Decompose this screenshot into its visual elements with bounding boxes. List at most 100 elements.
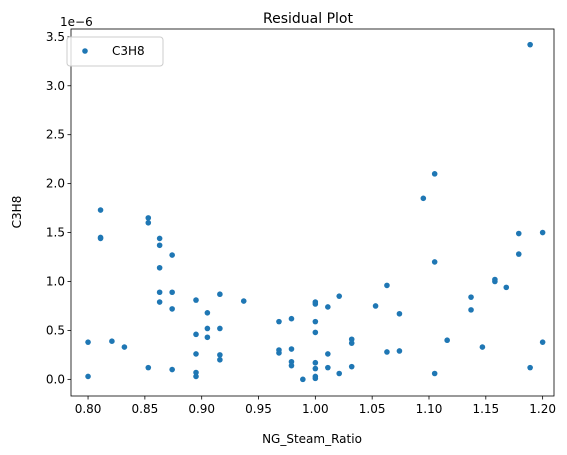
data-point bbox=[312, 365, 319, 372]
x-tick-label: 0.95 bbox=[245, 402, 272, 416]
x-tick-label: 0.85 bbox=[132, 402, 159, 416]
data-point bbox=[539, 339, 546, 345]
data-point bbox=[312, 359, 319, 366]
x-tick-label: 1.10 bbox=[416, 402, 443, 416]
data-point bbox=[515, 230, 522, 237]
data-point bbox=[217, 325, 223, 332]
data-point bbox=[492, 278, 498, 285]
y-axis: 0.0 0.5 1.0 1.5 2.0 2.5 3.0 3.5 bbox=[46, 30, 71, 386]
data-point bbox=[431, 259, 438, 265]
y-tick-label: 0.5 bbox=[46, 323, 65, 337]
points-layer bbox=[85, 41, 546, 383]
data-point bbox=[396, 310, 403, 317]
data-point bbox=[444, 337, 450, 344]
data-point bbox=[85, 373, 91, 380]
x-tick-label: 1.05 bbox=[359, 402, 386, 416]
data-point bbox=[156, 299, 163, 305]
y-tick-label: 3.5 bbox=[46, 30, 65, 44]
legend-label: C3H8 bbox=[112, 44, 145, 58]
data-point bbox=[336, 370, 343, 377]
data-point bbox=[348, 363, 355, 370]
data-point bbox=[145, 219, 152, 226]
data-point bbox=[217, 352, 223, 358]
data-point bbox=[479, 344, 486, 350]
data-point bbox=[515, 251, 522, 257]
data-point bbox=[539, 229, 546, 236]
data-point bbox=[288, 346, 295, 352]
data-point bbox=[85, 339, 91, 345]
plot-area-frame bbox=[70, 28, 555, 397]
x-axis: 0.80 0.85 0.90 0.95 1.00 1.05 1.10 1.15 1.20 bbox=[75, 396, 556, 416]
data-point bbox=[97, 207, 104, 213]
data-point bbox=[156, 289, 163, 296]
legend: C3H8 bbox=[66, 36, 164, 67]
y-tick-label: 2.5 bbox=[46, 128, 65, 142]
data-point bbox=[325, 364, 331, 371]
x-tick-label: 1.15 bbox=[472, 402, 499, 416]
data-point bbox=[372, 303, 379, 309]
data-point bbox=[217, 356, 223, 363]
data-point bbox=[300, 376, 306, 383]
data-point bbox=[193, 373, 199, 380]
data-point bbox=[169, 289, 175, 296]
data-point bbox=[204, 334, 211, 341]
data-point bbox=[145, 215, 152, 221]
data-point bbox=[193, 331, 199, 338]
data-point bbox=[325, 304, 331, 310]
data-point bbox=[348, 336, 355, 343]
data-point bbox=[169, 306, 175, 312]
data-point bbox=[156, 264, 163, 271]
legend-marker bbox=[82, 48, 88, 54]
data-point bbox=[527, 364, 533, 371]
data-point bbox=[204, 310, 211, 316]
data-point bbox=[276, 350, 282, 356]
x-tick-label: 1.00 bbox=[302, 402, 329, 416]
data-point bbox=[325, 351, 331, 357]
y-tick-label: 2.0 bbox=[46, 177, 65, 191]
data-point bbox=[384, 282, 390, 289]
data-point bbox=[431, 370, 438, 377]
data-point bbox=[288, 315, 295, 322]
data-point bbox=[109, 338, 115, 344]
data-point bbox=[217, 291, 223, 298]
data-point bbox=[312, 329, 319, 336]
y-tick-label: 1.0 bbox=[46, 274, 65, 288]
data-point bbox=[121, 344, 128, 350]
data-point bbox=[288, 358, 295, 365]
data-point bbox=[156, 242, 163, 249]
data-point bbox=[348, 340, 355, 346]
data-point bbox=[193, 369, 199, 376]
y-tick-label: 0.0 bbox=[46, 372, 65, 386]
y-scale-label: 1e−6 bbox=[60, 15, 93, 29]
x-tick-label: 0.80 bbox=[75, 402, 102, 416]
data-point bbox=[396, 348, 403, 354]
data-point bbox=[431, 171, 438, 177]
data-point bbox=[288, 362, 295, 369]
data-point bbox=[156, 235, 163, 242]
data-point bbox=[336, 293, 343, 299]
data-point bbox=[169, 252, 175, 258]
data-point bbox=[527, 41, 533, 48]
y-tick-label: 3.0 bbox=[46, 79, 65, 93]
legend-frame bbox=[66, 36, 164, 67]
data-point bbox=[240, 298, 247, 304]
data-point bbox=[468, 307, 474, 313]
data-point bbox=[97, 235, 104, 242]
data-point bbox=[312, 375, 319, 382]
data-point bbox=[312, 301, 319, 307]
chart-title: Residual Plot bbox=[263, 11, 353, 27]
data-point bbox=[145, 364, 152, 371]
data-point bbox=[204, 325, 211, 332]
y-axis-label: C3H8 bbox=[10, 196, 24, 229]
data-point bbox=[468, 294, 474, 300]
x-axis-label: NG_Steam_Ratio bbox=[262, 432, 362, 446]
data-point bbox=[384, 349, 390, 355]
data-point bbox=[276, 318, 282, 325]
data-point bbox=[503, 284, 510, 291]
data-point bbox=[312, 318, 319, 325]
x-tick-label: 1.20 bbox=[529, 402, 556, 416]
data-point bbox=[193, 351, 199, 357]
data-point bbox=[193, 297, 199, 303]
data-point bbox=[420, 195, 427, 202]
